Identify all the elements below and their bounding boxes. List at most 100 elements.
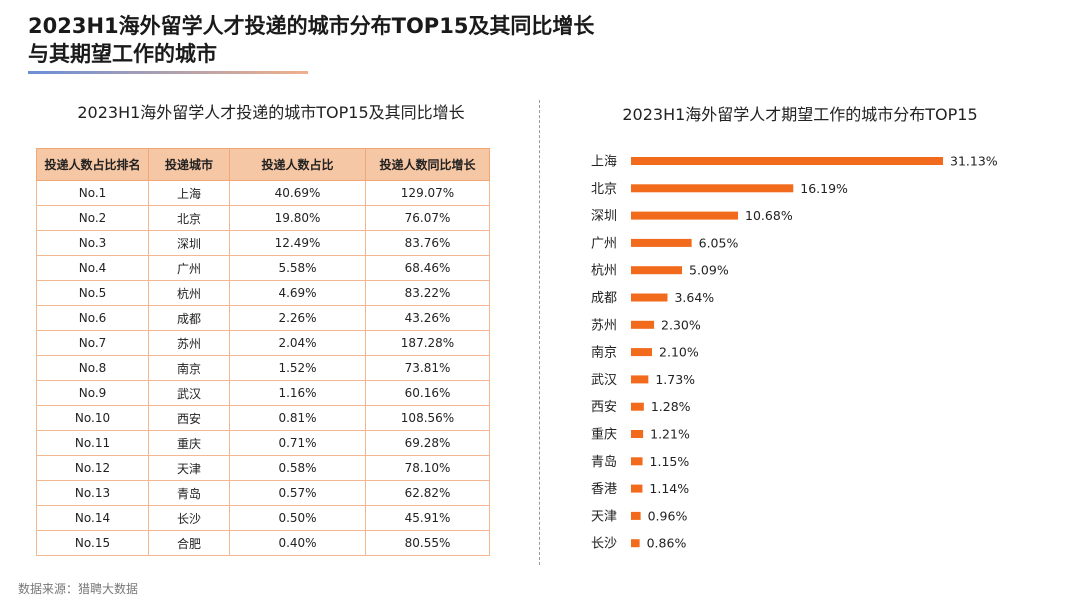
category-label: 青岛 — [591, 454, 617, 470]
data-source: 数据来源：猎聘大数据 — [18, 582, 139, 596]
value-label: 0.96% — [648, 508, 688, 523]
cell-rank: No.2 — [36, 205, 149, 231]
cell-growth: 187.28% — [365, 330, 490, 356]
cell-rank: No.11 — [36, 430, 149, 456]
bar — [631, 320, 655, 329]
table-row: No.9 武汉 1.16% 60.16% — [36, 380, 490, 406]
cell-rank: No.9 — [36, 380, 149, 406]
header-growth: 投递人数同比增长 — [365, 148, 490, 181]
bar — [631, 211, 739, 220]
cell-growth: 45.91% — [365, 505, 490, 531]
cell-share: 0.40% — [229, 530, 366, 556]
bar — [631, 293, 668, 302]
cell-share: 40.69% — [229, 180, 366, 206]
table-row: No.11 重庆 0.71% 69.28% — [36, 430, 490, 456]
table-row: No.8 南京 1.52% 73.81% — [36, 355, 490, 381]
table-row: No.1 上海 40.69% 129.07% — [36, 180, 490, 206]
table-title: 2023H1海外留学人才投递的城市TOP15及其同比增长 — [77, 103, 465, 122]
cell-growth: 83.22% — [365, 280, 490, 306]
table-row: No.2 北京 19.80% 76.07% — [36, 205, 490, 231]
table-row: No.14 长沙 0.50% 45.91% — [36, 505, 490, 531]
cell-growth: 60.16% — [365, 380, 490, 406]
cell-growth: 43.26% — [365, 305, 490, 331]
cell-growth: 62.82% — [365, 480, 490, 506]
value-label: 31.13% — [950, 154, 998, 169]
cell-city: 武汉 — [148, 380, 230, 406]
bar — [631, 184, 794, 193]
category-label: 天津 — [591, 509, 617, 524]
chart-title: 2023H1海外留学人才期望工作的城市分布TOP15 — [622, 105, 978, 124]
cell-share: 4.69% — [229, 280, 366, 306]
cell-share: 19.80% — [229, 205, 366, 231]
cell-share: 0.58% — [229, 455, 366, 481]
table-row: No.12 天津 0.58% 78.10% — [36, 455, 490, 481]
title-underline — [28, 71, 308, 74]
value-label: 1.15% — [650, 454, 690, 469]
cell-share: 0.81% — [229, 405, 366, 431]
cell-rank: No.10 — [36, 405, 149, 431]
cell-city: 重庆 — [148, 430, 230, 456]
category-label: 北京 — [591, 182, 617, 197]
category-label: 上海 — [591, 155, 617, 170]
cell-share: 5.58% — [229, 255, 366, 281]
cell-city: 西安 — [148, 405, 230, 431]
category-label: 杭州 — [591, 264, 617, 279]
bar — [631, 484, 643, 493]
bar — [631, 402, 644, 411]
table-row: No.15 合肥 0.40% 80.55% — [36, 530, 490, 556]
bar — [631, 348, 653, 357]
table-body: No.1 上海 40.69% 129.07% No.2 北京 19.80% 76.07% No.… — [36, 180, 490, 556]
value-label: 6.05% — [699, 235, 739, 250]
category-label: 深圳 — [591, 209, 617, 224]
cell-rank: No.8 — [36, 355, 149, 381]
bar — [631, 266, 683, 275]
table-header-row: 投递人数占比排名 投递城市 投递人数占比 投递人数同比增长 — [36, 148, 490, 181]
cell-rank: No.14 — [36, 505, 149, 531]
cell-growth: 69.28% — [365, 430, 490, 456]
cell-share: 2.04% — [229, 330, 366, 356]
cell-growth: 80.55% — [365, 530, 490, 556]
cell-city: 合肥 — [148, 530, 230, 556]
cell-share: 2.26% — [229, 305, 366, 331]
cell-city: 长沙 — [148, 505, 230, 531]
table-row: No.6 成都 2.26% 43.26% — [36, 305, 490, 331]
table-row: No.4 广州 5.58% 68.46% — [36, 255, 490, 281]
table-row: No.13 青岛 0.57% 62.82% — [36, 480, 490, 506]
cell-share: 1.16% — [229, 380, 366, 406]
cell-city: 成都 — [148, 305, 230, 331]
bar — [631, 511, 641, 520]
category-label: 重庆 — [591, 427, 617, 443]
value-label: 2.10% — [659, 345, 699, 360]
cell-city: 广州 — [148, 255, 230, 281]
cell-rank: No.6 — [36, 305, 149, 331]
cell-rank: No.3 — [36, 230, 149, 256]
category-label: 香港 — [591, 482, 617, 497]
page-title-line2: 与其期望工作的城市 — [28, 42, 217, 66]
cell-rank: No.4 — [36, 255, 149, 281]
cell-rank: No.7 — [36, 330, 149, 356]
value-label: 1.73% — [655, 372, 695, 387]
page-title-line1: 2023H1海外留学人才投递的城市分布TOP15及其同比增长 — [28, 14, 595, 38]
value-label: 1.21% — [650, 427, 690, 442]
value-label: 1.28% — [651, 399, 691, 414]
cell-city: 深圳 — [148, 230, 230, 256]
category-label: 长沙 — [591, 537, 617, 552]
value-label: 16.19% — [800, 181, 848, 196]
cell-growth: 73.81% — [365, 355, 490, 381]
cell-rank: No.13 — [36, 480, 149, 506]
bar — [631, 157, 943, 165]
value-label: 3.64% — [674, 290, 714, 305]
cell-city: 上海 — [148, 180, 230, 206]
header-share: 投递人数占比 — [229, 148, 366, 181]
table-row: No.7 苏州 2.04% 187.28% — [36, 330, 490, 356]
value-label: 5.09% — [689, 263, 729, 278]
table-row: No.10 西安 0.81% 108.56% — [36, 405, 490, 431]
category-label: 成都 — [591, 291, 617, 306]
cell-growth: 129.07% — [365, 180, 490, 206]
cell-rank: No.15 — [36, 530, 149, 556]
bar — [631, 375, 649, 384]
cell-city: 北京 — [148, 205, 230, 231]
category-label: 武汉 — [591, 373, 617, 388]
cell-share: 0.50% — [229, 505, 366, 531]
cell-growth: 83.76% — [365, 230, 490, 256]
